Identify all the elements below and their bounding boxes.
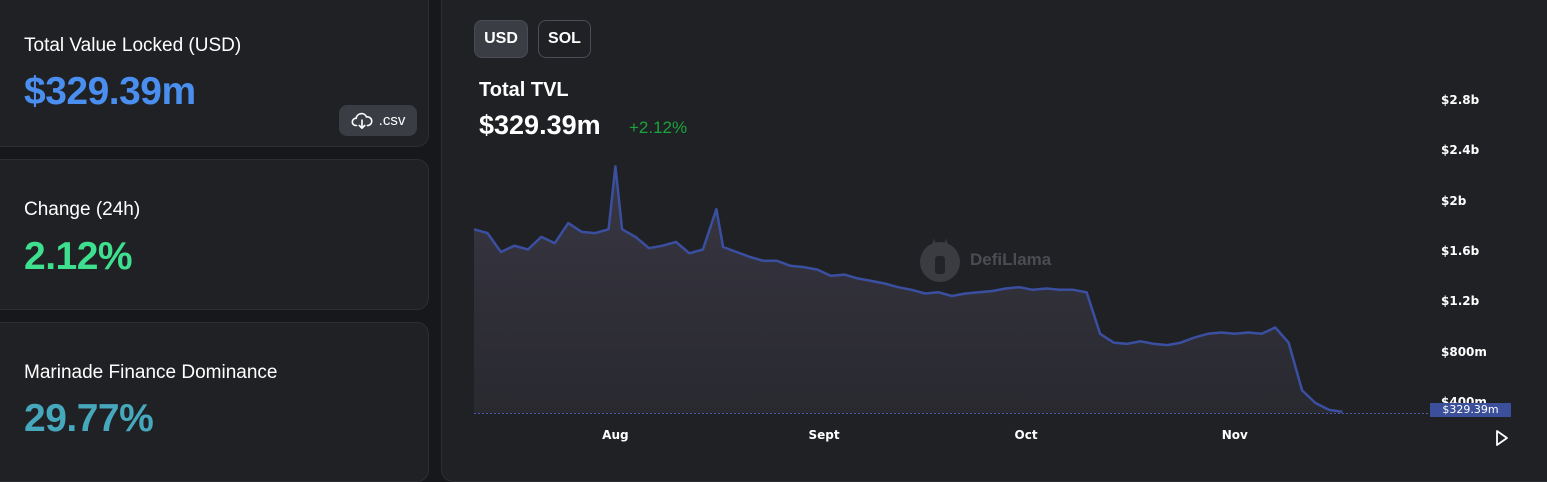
chart-change: +2.12%: [629, 118, 688, 137]
y-tick-label: $2.8b: [1441, 93, 1480, 107]
x-tick-label: Nov: [1221, 428, 1248, 442]
y-tick-label: $400m: [1441, 395, 1487, 405]
watermark-text: DefiLlama: [970, 250, 1052, 269]
y-tick-label: $1.2b: [1441, 294, 1480, 309]
chart-title: Total TVL: [479, 79, 569, 101]
cloud-download-icon: [351, 112, 373, 129]
csv-label: .csv: [378, 112, 406, 129]
dominance-card: [0, 322, 429, 482]
change-label: Change (24h): [24, 199, 141, 220]
x-tick-label: Aug: [602, 428, 629, 442]
y-tick-label: $2b: [1441, 193, 1467, 208]
llama-logo-icon: [920, 238, 960, 282]
x-tick-label: Oct: [1014, 428, 1038, 442]
defillama-watermark: DefiLlama: [918, 236, 1051, 284]
play-button[interactable]: [1494, 429, 1510, 447]
dominance-value: 29.77%: [24, 397, 154, 440]
usd-toggle-button[interactable]: USD: [474, 20, 528, 58]
tvl-label: Total Value Locked (USD): [24, 35, 242, 56]
y-tick-label: $2.4b: [1441, 143, 1480, 158]
tvl-value: $329.39m: [24, 70, 196, 113]
download-csv-button[interactable]: .csv: [339, 105, 417, 136]
change-card: [0, 159, 429, 310]
current-value-label: $329.39m: [1430, 403, 1511, 417]
tvl-series-line: [473, 165, 1343, 414]
y-tick-label: $800m: [1441, 344, 1487, 359]
change-value: 2.12%: [24, 235, 133, 278]
play-icon: [1496, 430, 1508, 446]
dominance-label: Marinade Finance Dominance: [24, 362, 278, 383]
y-tick-label: $1.6b: [1441, 244, 1480, 258]
sol-toggle-button[interactable]: SOL: [538, 20, 591, 58]
chart-value: $329.39m: [479, 110, 601, 140]
x-tick-label: Sept: [808, 428, 840, 442]
tvl-area-chart[interactable]: [0, 0, 1547, 469]
